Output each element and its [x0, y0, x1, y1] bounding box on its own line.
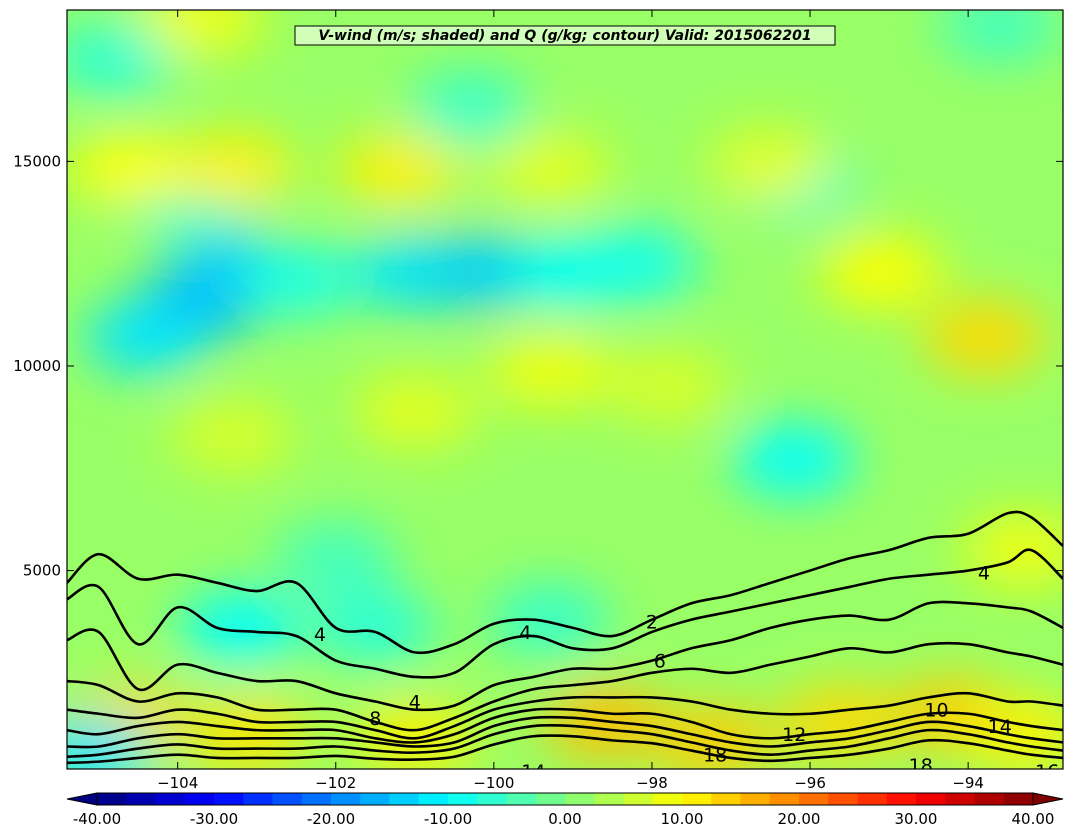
colorbar-segment — [887, 793, 917, 805]
vwind-feature — [819, 236, 943, 308]
colorbar-segment — [390, 793, 420, 805]
colorbar-segment — [565, 793, 595, 805]
colorbar-segment — [331, 793, 361, 805]
contour-label: 4 — [314, 624, 326, 646]
vwind-feature — [408, 72, 532, 144]
vwind-feature — [574, 228, 698, 300]
vwind-feature — [487, 134, 611, 206]
colorbar-segment — [594, 793, 624, 805]
colorbar-extend-low — [67, 793, 97, 805]
colorbar-segment — [97, 793, 127, 805]
colorbar-segment — [1004, 793, 1034, 805]
contour-label: 4 — [409, 691, 421, 713]
vwind-feature — [234, 244, 358, 316]
colorbar-segment — [185, 793, 215, 805]
contour-label: 18 — [703, 745, 727, 767]
colorbar-tick-label: 20.00 — [778, 810, 821, 828]
y-tick-label: 15000 — [13, 152, 61, 170]
x-tick-label: −94 — [952, 774, 984, 792]
colorbar-segment — [419, 793, 449, 805]
vwind-feature — [84, 301, 208, 373]
vwind-feature — [487, 334, 611, 406]
contour-label: 4 — [519, 622, 531, 644]
x-tick-label: −102 — [315, 774, 356, 792]
colorbar-tick-label: 40.00 — [1012, 810, 1055, 828]
contour-label: 2 — [646, 612, 658, 634]
colorbar-extend-high — [1033, 793, 1063, 805]
colorbar-segment — [477, 793, 507, 805]
contour-label: 12 — [782, 724, 806, 746]
colorbar-segment — [302, 793, 332, 805]
contour-label: 14 — [521, 761, 545, 783]
colorbar-segment — [273, 793, 303, 805]
colorbar-segment — [682, 793, 712, 805]
colorbar-segment — [360, 793, 390, 805]
y-tick-label: 5000 — [23, 562, 61, 580]
x-tick-label: −96 — [794, 774, 826, 792]
vwind-feature — [171, 400, 295, 472]
colorbar-segment — [653, 793, 683, 805]
colorbar-tick-label: -10.00 — [424, 810, 472, 828]
x-tick-label: −104 — [157, 774, 198, 792]
vwind-feature — [922, 301, 1046, 373]
chart-title-box: V-wind (m/s; shaded) and Q (g/kg; contou… — [295, 26, 835, 45]
colorbar-segment — [243, 793, 273, 805]
y-tick-label: 10000 — [13, 357, 61, 375]
colorbar-segment — [536, 793, 566, 805]
x-tick-label: −98 — [636, 774, 668, 792]
vwind-feature — [171, 134, 295, 206]
contour-label: 16 — [1035, 761, 1059, 783]
vwind-feature — [337, 134, 461, 206]
chart-title: V-wind (m/s; shaded) and Q (g/kg; contou… — [318, 28, 811, 44]
colorbar-segment — [858, 793, 888, 805]
vwind-feature — [179, 592, 303, 664]
colorbar-segment — [741, 793, 771, 805]
colorbar-tick-label: -30.00 — [190, 810, 238, 828]
vwind-feature — [274, 522, 398, 594]
contour-label: 10 — [924, 700, 948, 722]
vwind-feature — [709, 129, 833, 201]
colorbar-segment — [975, 793, 1005, 805]
colorbar-segment — [507, 793, 537, 805]
colorbar-segment — [945, 793, 975, 805]
colorbar-tick-label: -20.00 — [307, 810, 355, 828]
colorbar-tick-label: 0.00 — [548, 810, 581, 828]
colorbar-segment — [828, 793, 858, 805]
colorbar-segment — [799, 793, 829, 805]
colorbar-segment — [126, 793, 156, 805]
plot-area: 2 4 4 4 4 6 8 10 12 14 18 18 16 14 −104 −102 −100 −98 −96… — [13, 0, 1073, 792]
colorbar-segment — [624, 793, 654, 805]
colorbar-segment — [214, 793, 244, 805]
colorbar-tick-label: -40.00 — [73, 810, 121, 828]
vwind-feature — [732, 424, 856, 496]
x-tick-label: −100 — [473, 774, 514, 792]
contour-label: 18 — [909, 755, 933, 777]
vwind-feature — [606, 350, 730, 422]
colorbar-segment — [916, 793, 946, 805]
colorbar: -40.00 -30.00 -20.00 -10.00 0.00 10.00 20.00 30… — [67, 793, 1063, 828]
colorbar-segment — [711, 793, 741, 805]
contour-label: 14 — [988, 716, 1012, 738]
contour-label: 4 — [978, 563, 990, 585]
colorbar-segment — [448, 793, 478, 805]
contour-label: 6 — [654, 651, 666, 673]
colorbar-tick-label: 10.00 — [661, 810, 704, 828]
colorbar-segment — [770, 793, 800, 805]
colorbar-segment — [156, 793, 186, 805]
colorbar-tick-label: 30.00 — [895, 810, 938, 828]
vwind-feature — [353, 375, 477, 447]
contour-label: 8 — [369, 708, 381, 730]
